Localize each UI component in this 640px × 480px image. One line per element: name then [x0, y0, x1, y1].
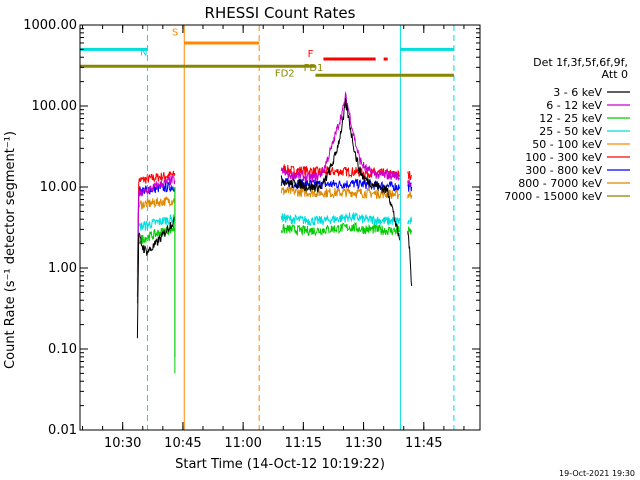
legend-label-4: 50 - 100 keV: [532, 138, 602, 151]
series-line-2-seg-1: [280, 221, 401, 237]
y-tick-label-3: 10.00: [40, 180, 77, 195]
series-line-2-seg-0: [136, 225, 176, 304]
legend-label-1: 6 - 12 keV: [546, 99, 602, 112]
legend-label-0: 3 - 6 keV: [553, 86, 602, 99]
series-line-3-seg-0: [136, 214, 176, 296]
legend-header-line1: Det 1f,3f,5f,6f,9f,: [533, 56, 628, 69]
y-axis-label: Count Rate (s⁻¹ detector segment⁻¹): [3, 131, 18, 369]
series-line-1-seg-1: [280, 91, 401, 183]
generation-timestamp: 19-Oct-2021 19:30: [559, 469, 635, 478]
x-tick-label-5: 11:45: [405, 436, 442, 451]
legend-label-3: 25 - 50 keV: [539, 125, 602, 138]
y-tick-label-2: 1.00: [48, 261, 77, 276]
state-bar-label-fd2: FD2: [275, 69, 295, 80]
series-traces: [136, 91, 413, 374]
series-line-1-seg-2: [407, 179, 413, 188]
x-tick-label-3: 11:15: [285, 436, 322, 451]
chart-title: RHESSI Count Rates: [205, 4, 356, 22]
series-line-6-seg-0: [136, 180, 176, 281]
x-tick-label-1: 10:45: [164, 436, 201, 451]
x-axis-label: Start Time (14-Oct-12 10:19:22): [175, 457, 385, 472]
series-line-3-seg-2: [407, 216, 413, 225]
series-line-0-seg-2: [407, 231, 413, 287]
y-tick-label-1: 0.10: [48, 342, 77, 357]
x-tick-label-0: 10:30: [104, 436, 141, 451]
legend-label-8: 7000 - 15000 keV: [504, 190, 602, 203]
state-bar-label-n: N: [140, 48, 147, 59]
series-line-5-seg-2: [407, 171, 413, 181]
x-tick-label-2: 11:00: [224, 436, 261, 451]
legend-label-6: 300 - 800 keV: [525, 164, 602, 177]
state-bar-label-fd1: FD1: [304, 63, 324, 74]
x-tick-label-4: 11:30: [345, 436, 382, 451]
plot-frame: [79, 24, 481, 431]
plot-area: N S F FD1 FD2 0.01 0.10 1.00 10.00 100.00 1000.00 1…: [23, 18, 630, 451]
legend-label-2: 12 - 25 keV: [539, 112, 602, 125]
y-tick-label-4: 100.00: [32, 99, 78, 114]
legend-label-5: 100 - 300 keV: [525, 151, 602, 164]
y-tick-label-0: 0.01: [48, 423, 77, 438]
series-line-0-seg-1: [280, 97, 401, 241]
state-bar-label-s: S: [172, 28, 178, 39]
series-line-7-seg-0: [136, 195, 176, 284]
state-bar-label-f: F: [308, 49, 314, 60]
series-line-1-seg-0: [136, 174, 176, 298]
series-line-3-seg-1: [280, 211, 401, 227]
series-line-7-seg-2: [407, 191, 413, 199]
legend-label-7: 800 - 7000 keV: [518, 177, 602, 190]
series-line-7-seg-1: [280, 186, 401, 200]
legend-header-line2: Att 0: [602, 68, 628, 81]
y-tick-label-5: 1000.00: [23, 18, 77, 33]
series-line-2-seg-2: [407, 225, 413, 235]
series-line-0-seg-0: [136, 216, 176, 339]
